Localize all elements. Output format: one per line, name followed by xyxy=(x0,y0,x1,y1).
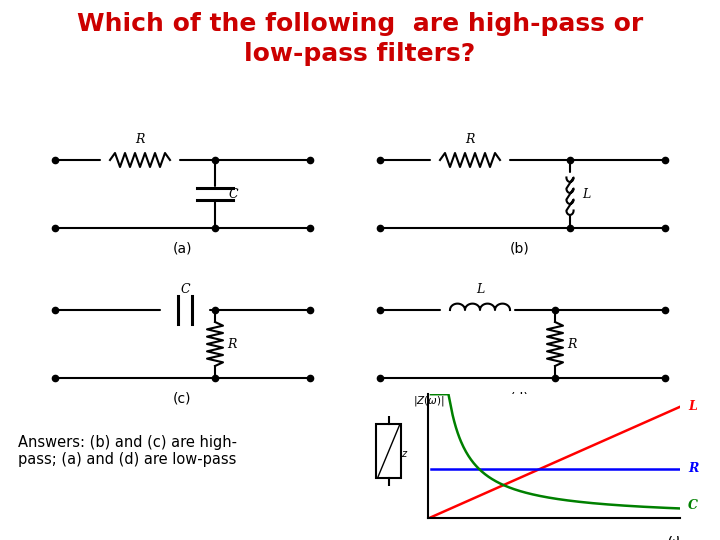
Text: C: C xyxy=(229,187,238,200)
Text: L: L xyxy=(582,187,590,200)
Text: (d): (d) xyxy=(510,392,530,406)
Bar xyxy=(376,424,402,477)
Text: R: R xyxy=(227,338,236,350)
Text: Answers: (b) and (c) are high-
pass; (a) and (d) are low-pass: Answers: (b) and (c) are high- pass; (a)… xyxy=(18,435,237,468)
Text: $\omega$: $\omega$ xyxy=(667,534,680,540)
Text: R: R xyxy=(135,133,145,146)
Text: R: R xyxy=(465,133,474,146)
Text: z: z xyxy=(402,449,407,460)
Text: C: C xyxy=(688,500,698,512)
Text: (c): (c) xyxy=(173,392,192,406)
Text: $|Z(\omega)|$: $|Z(\omega)|$ xyxy=(413,394,445,408)
Text: (a): (a) xyxy=(172,242,192,256)
Text: (b): (b) xyxy=(510,242,530,256)
Text: L: L xyxy=(688,400,697,413)
Text: C: C xyxy=(180,283,190,296)
Text: Which of the following  are high-pass or
low-pass filters?: Which of the following are high-pass or … xyxy=(77,12,643,66)
Text: L: L xyxy=(476,283,484,296)
Text: R: R xyxy=(688,462,698,475)
Text: R: R xyxy=(567,338,577,350)
